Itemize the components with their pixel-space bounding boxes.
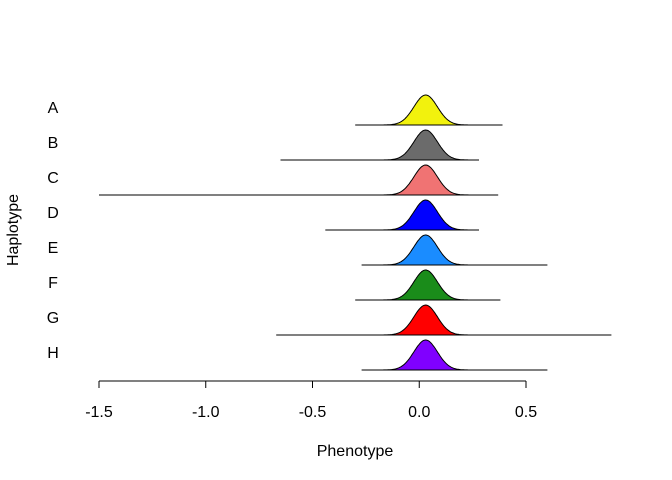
- y-axis-title: Haplotype: [5, 194, 22, 266]
- x-tick-label: 0.0: [408, 404, 430, 421]
- ridge-g: [276, 304, 612, 336]
- haplotype-label-d: D: [47, 205, 59, 222]
- x-tick-label: -1.5: [85, 404, 113, 421]
- ridge-d: [325, 199, 479, 231]
- ridges-group: [99, 94, 612, 371]
- haplotype-label-a: A: [48, 100, 59, 117]
- haplotype-labels: A B C D E F G H: [47, 100, 59, 362]
- ridge-e: [361, 234, 548, 266]
- x-tick-label: 0.5: [515, 404, 537, 421]
- ridge-h: [361, 339, 548, 371]
- haplotype-label-h: H: [47, 345, 59, 362]
- x-axis-title: Phenotype: [317, 443, 394, 460]
- ridge-f: [355, 269, 501, 301]
- haplotype-label-b: B: [48, 135, 59, 152]
- haplotype-label-e: E: [48, 240, 59, 257]
- ridge-a: [355, 94, 503, 126]
- x-tick-label: -1.0: [192, 404, 220, 421]
- haplotype-label-g: G: [47, 310, 59, 327]
- x-axis-ticks: -1.5 -1.0 -0.5 0.0 0.5: [85, 381, 537, 421]
- ridge-c: [99, 164, 499, 196]
- haplotype-label-c: C: [47, 170, 59, 187]
- haplotype-label-f: F: [48, 275, 58, 292]
- x-tick-label: -0.5: [299, 404, 327, 421]
- ridge-b: [280, 129, 479, 161]
